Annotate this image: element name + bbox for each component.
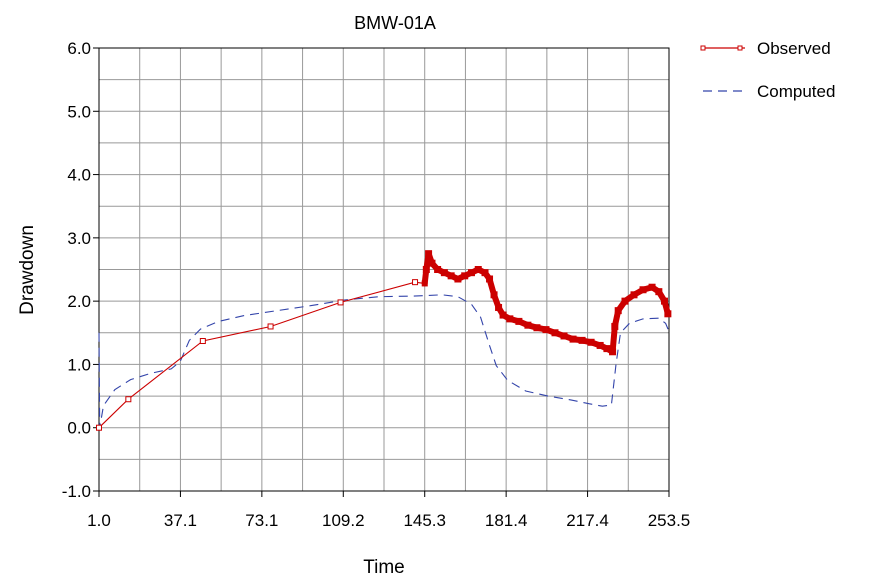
legend-item-computed: Computed — [703, 82, 835, 101]
y-axis-title: Drawdown — [17, 225, 38, 315]
legend-observed-marker-right — [737, 45, 743, 51]
observed-line-dense — [421, 250, 671, 355]
y-tick-label: 0.0 — [67, 419, 91, 438]
observed-marker-dense — [481, 269, 489, 277]
x-axis-title: Time — [363, 557, 405, 578]
observed-marker-dense — [428, 259, 436, 267]
legend-computed-label: Computed — [757, 82, 835, 101]
observed-marker-dense — [648, 283, 656, 291]
observed-marker — [337, 299, 344, 306]
observed-marker-dense — [434, 266, 442, 273]
observed-marker-dense — [664, 310, 672, 318]
x-tick-label: 37.1 — [164, 511, 197, 530]
observed-marker-dense — [630, 291, 638, 299]
x-tick-label: 181.4 — [485, 511, 528, 530]
x-tick-label: 1.0 — [87, 511, 111, 530]
observed-marker-dense — [621, 297, 629, 305]
legend-observed-label: Observed — [757, 39, 831, 58]
x-axis-ticks: 1.0 37.1 73.1 109.2 145.3 181.4 217.4 253.5 — [87, 491, 690, 530]
observed-marker — [267, 323, 274, 330]
observed-marker-dense — [515, 317, 523, 325]
x-tick-label: 109.2 — [322, 511, 365, 530]
observed-marker — [96, 424, 102, 431]
observed-marker-dense — [614, 307, 622, 315]
observed-marker-dense — [596, 341, 604, 349]
observed-marker-dense — [454, 275, 462, 283]
y-tick-label: 4.0 — [67, 166, 91, 185]
y-tick-label: 5.0 — [67, 102, 91, 121]
observed-marker-dense — [660, 297, 668, 305]
computed-series — [98, 294, 670, 428]
observed-marker-dense — [440, 269, 448, 277]
legend-item-observed: Observed — [700, 39, 831, 58]
observed-marker-dense — [499, 311, 507, 319]
observed-marker-dense — [587, 338, 595, 346]
x-tick-label: 253.5 — [648, 511, 691, 530]
observed-marker-dense — [611, 322, 619, 330]
observed-marker-dense — [578, 336, 586, 344]
observed-marker-dense — [467, 269, 475, 277]
y-tick-label: 1.0 — [67, 355, 91, 374]
legend-observed-marker-left — [700, 45, 706, 51]
observed-marker-dense — [569, 335, 577, 343]
x-tick-label: 217.4 — [566, 511, 609, 530]
y-tick-label: -1.0 — [62, 482, 91, 501]
y-tick-label: 6.0 — [67, 39, 91, 58]
observed-marker-dense — [609, 348, 617, 356]
observed-marker-dense — [603, 345, 611, 353]
observed-marker-dense — [461, 272, 469, 280]
computed-line — [98, 294, 670, 428]
observed-marker-dense — [533, 324, 541, 332]
chart-title: BMW-01A — [354, 13, 436, 33]
x-tick-label: 73.1 — [245, 511, 278, 530]
observed-series — [96, 250, 672, 431]
observed-marker-dense — [506, 315, 514, 323]
observed-marker-dense — [490, 291, 498, 299]
observed-marker-dense — [425, 250, 433, 258]
observed-marker-dense — [639, 286, 647, 294]
observed-marker-dense — [474, 266, 482, 273]
observed-marker-dense — [422, 266, 430, 273]
observed-marker-dense — [524, 321, 532, 329]
observed-marker-dense — [551, 329, 559, 337]
x-tick-label: 145.3 — [403, 511, 446, 530]
y-tick-label: 3.0 — [67, 229, 91, 248]
observed-marker-dense — [655, 288, 663, 296]
observed-marker-dense — [560, 332, 568, 340]
legend: Observed Computed — [700, 39, 835, 101]
observed-marker-dense — [495, 303, 503, 311]
plot-frame — [98, 47, 670, 492]
observed-marker-dense — [542, 326, 550, 334]
observed-marker — [412, 279, 419, 286]
observed-marker-dense — [486, 275, 494, 283]
plot-grid — [99, 48, 669, 491]
observed-marker — [125, 396, 132, 403]
y-axis-ticks: -1.0 0.0 1.0 2.0 3.0 4.0 5.0 6.0 — [62, 39, 99, 501]
observed-marker-dense — [447, 272, 455, 280]
observed-marker — [199, 338, 206, 345]
y-tick-label: 2.0 — [67, 292, 91, 311]
